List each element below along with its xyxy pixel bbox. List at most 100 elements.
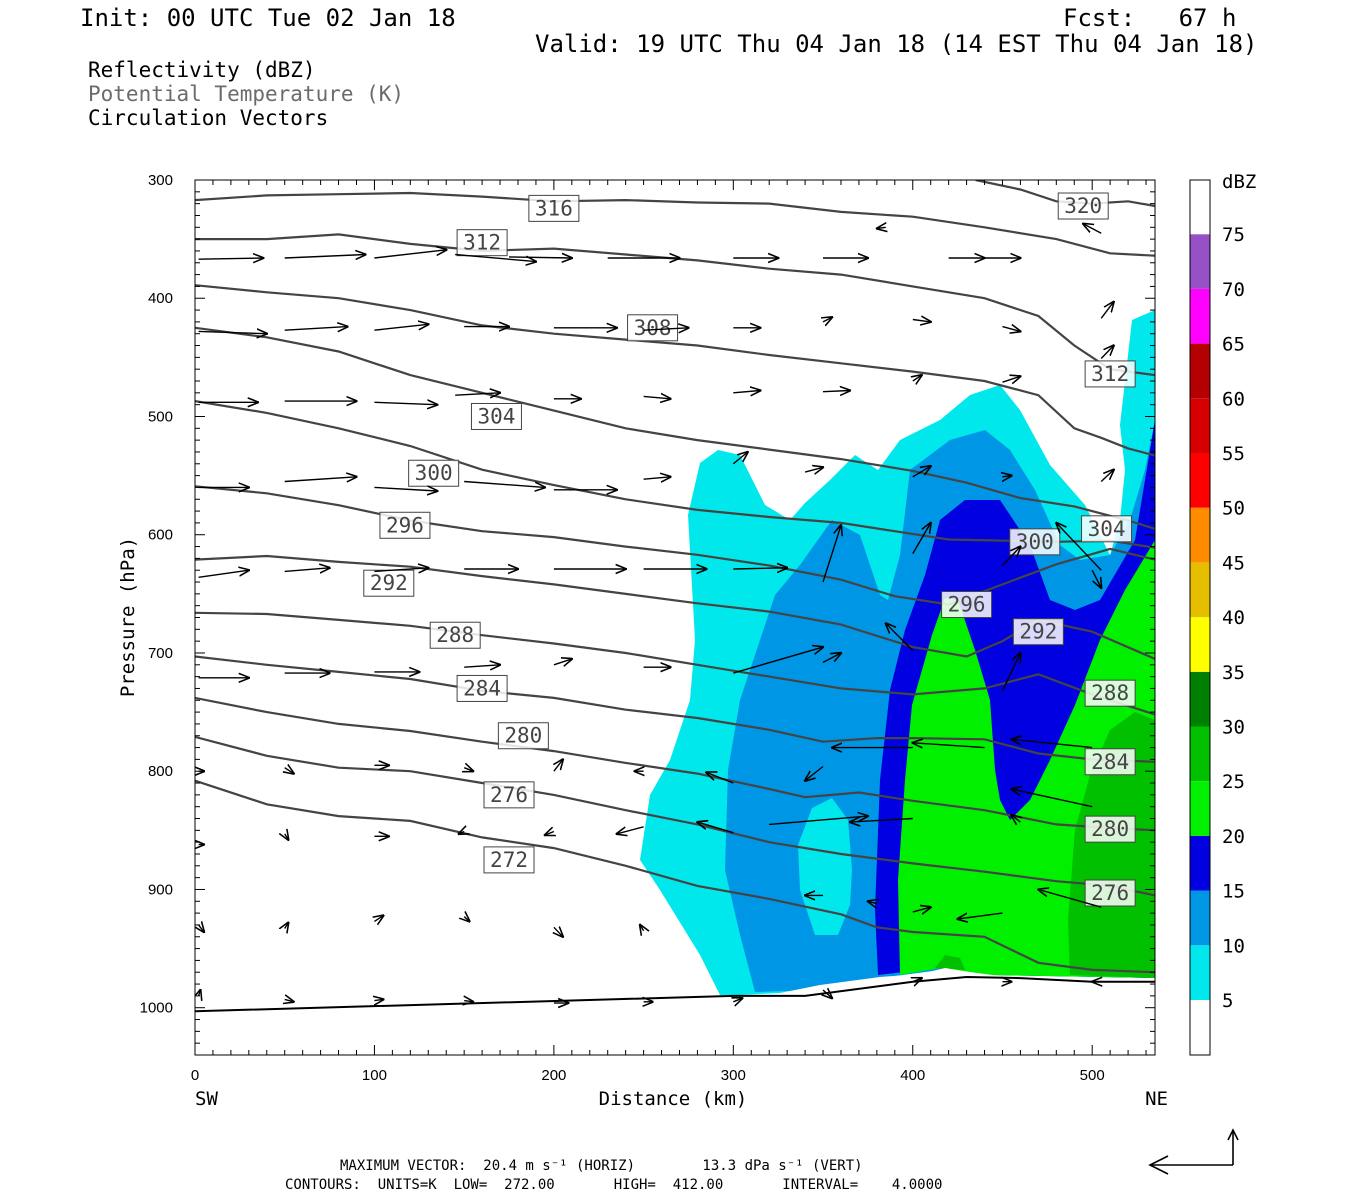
circulation-vector	[285, 923, 289, 929]
circulation-vector	[464, 917, 469, 922]
contour-label: 316	[535, 196, 573, 220]
contour-label: 292	[370, 571, 408, 595]
cross-section-chart: 2722762762802802842842882882922922962963…	[0, 0, 1350, 1200]
colorbar-segment-20	[1190, 781, 1210, 836]
colorbar-level-label: 55	[1222, 443, 1245, 465]
circulation-vector	[1003, 376, 1021, 382]
circulation-vector	[374, 402, 437, 404]
circulation-vector	[464, 768, 473, 772]
contour-label: 308	[634, 316, 672, 340]
x-tick-label: 500	[1080, 1067, 1105, 1084]
theta-contour-316	[195, 193, 1155, 256]
colorbar-segment-15	[1190, 836, 1210, 891]
colorbar-level-label: 5	[1222, 990, 1233, 1012]
circulation-vector	[285, 568, 330, 572]
contour-label: 296	[386, 513, 424, 537]
endpoint-ne: NE	[1145, 1088, 1168, 1110]
circulation-vector	[644, 396, 671, 398]
circulation-vector	[554, 659, 572, 665]
circulation-vector	[913, 320, 931, 322]
circulation-vector	[733, 391, 760, 393]
y-tick-label: 800	[148, 763, 173, 780]
colorbar-segment-50	[1190, 453, 1210, 508]
colorbar-level-label: 35	[1222, 662, 1245, 684]
circulation-vector	[913, 375, 922, 381]
colorbar-segment-40	[1190, 562, 1210, 617]
circulation-vector	[285, 999, 294, 1001]
circulation-vector	[823, 317, 832, 322]
contour-label: 300	[415, 461, 453, 485]
contour-label: 280	[504, 724, 542, 748]
circulation-vector	[644, 477, 671, 479]
y-tick-label: 700	[148, 645, 173, 662]
contour-label: 312	[463, 231, 501, 255]
dbz-colorbar: 51015202530354045505560657075	[1190, 180, 1245, 1056]
circulation-vector	[1083, 224, 1101, 233]
contour-label: 288	[436, 623, 474, 647]
contour-label: 304	[1088, 517, 1126, 541]
colorbar-level-label: 10	[1222, 935, 1245, 957]
contour-label: 320	[1064, 194, 1102, 218]
circulation-vector	[554, 759, 563, 771]
circulation-vector	[374, 324, 428, 330]
circulation-vector	[374, 999, 383, 1000]
colorbar-level-label: 70	[1222, 279, 1245, 301]
circulation-vector	[464, 482, 545, 488]
colorbar-level-label: 20	[1222, 826, 1245, 848]
colorbar-segment-35	[1190, 617, 1210, 672]
x-tick-label: 0	[191, 1067, 199, 1084]
colorbar-level-label: 60	[1222, 388, 1245, 410]
circulation-vector	[199, 258, 264, 259]
x-tick-label: 300	[721, 1067, 746, 1084]
circulation-vector	[1101, 346, 1114, 359]
circulation-vector	[509, 257, 572, 258]
circulation-vector	[199, 990, 201, 996]
colorbar-segment-60	[1190, 344, 1210, 399]
colorbar-segment-5	[1190, 945, 1210, 1000]
colorbar-level-label: 65	[1222, 334, 1245, 356]
colorbar-segment-45	[1190, 508, 1210, 563]
contour-label: 272	[490, 848, 528, 872]
x-tick-label: 200	[541, 1067, 566, 1084]
y-tick-label: 300	[148, 172, 173, 189]
circulation-vector	[823, 391, 850, 392]
endpoint-sw: SW	[195, 1088, 218, 1110]
y-tick-label: 1000	[140, 1000, 173, 1017]
colorbar-segment-below-5	[1190, 1000, 1210, 1055]
colorbar-level-label: 75	[1222, 224, 1245, 246]
contour-label: 284	[463, 676, 501, 700]
circulation-vector	[617, 827, 644, 834]
colorbar-level-label: 15	[1222, 881, 1245, 903]
contour-label: 296	[948, 592, 986, 616]
contour-label: 292	[1019, 620, 1057, 644]
circulation-vector	[464, 665, 500, 667]
y-tick-label: 500	[148, 408, 173, 425]
x-tick-label: 400	[900, 1067, 925, 1084]
contour-label: 276	[1091, 881, 1129, 905]
circulation-vector	[285, 327, 348, 331]
circulation-vector	[285, 834, 289, 840]
contour-label: 276	[490, 783, 528, 807]
colorbar-level-label: 45	[1222, 552, 1245, 574]
circulation-vector	[1101, 470, 1114, 482]
x-tick-label: 100	[362, 1067, 387, 1084]
circulation-vector	[1101, 302, 1114, 319]
circulation-vector	[199, 570, 249, 577]
colorbar-segment-30	[1190, 672, 1210, 727]
max-vector-note: MAXIMUM VECTOR: 20.4 m s⁻¹ (HORIZ) 13.3 …	[340, 1158, 863, 1174]
colorbar-segment-70	[1190, 234, 1210, 289]
contour-label: 284	[1091, 750, 1129, 774]
x-axis-label: Distance (km)	[599, 1088, 748, 1110]
contour-label: 280	[1091, 817, 1129, 841]
circulation-vector	[640, 925, 644, 931]
y-tick-label: 900	[148, 881, 173, 898]
colorbar-segment-55	[1190, 398, 1210, 453]
circulation-vector	[877, 227, 886, 228]
circulation-vector	[805, 467, 823, 472]
colorbar-level-label: 40	[1222, 607, 1245, 629]
circulation-vector	[285, 768, 294, 774]
circulation-vector	[554, 927, 563, 937]
circulation-vector	[285, 255, 366, 259]
contour-label: 300	[1016, 530, 1054, 554]
colorbar-level-label: 25	[1222, 771, 1245, 793]
